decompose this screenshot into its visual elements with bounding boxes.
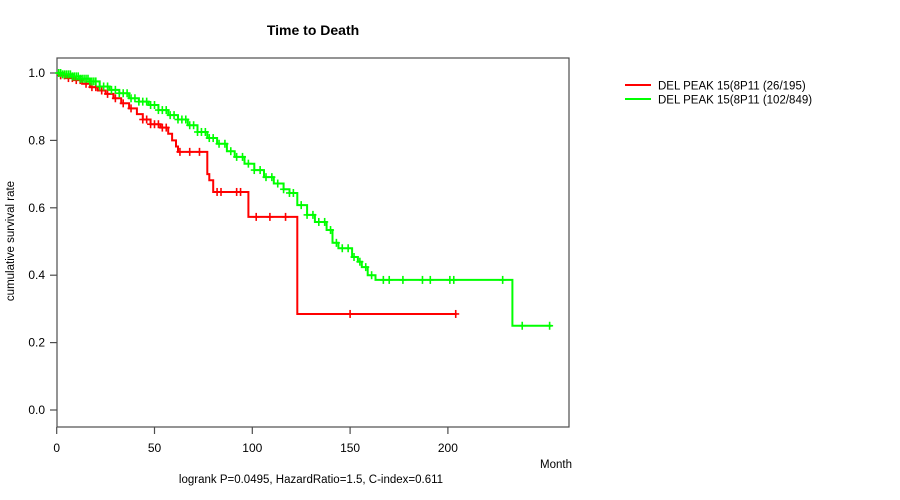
survival-curve-group-green: [55, 69, 554, 330]
y-tick-label: 0.4: [28, 268, 45, 282]
x-axis-label: Month: [540, 459, 572, 471]
km-step-line-group-red: [56, 72, 457, 315]
legend: DEL PEAK 15(8P11 (26/195) DEL PEAK 15(8P…: [625, 81, 812, 107]
stats-annotation: logrank P=0.0495, HazardRatio=1.5, C-ind…: [179, 474, 443, 486]
survival-curves: [55, 69, 554, 330]
y-tick-label: 0.0: [28, 403, 45, 417]
censor-ticks-group-red: [57, 71, 460, 318]
plot-border-box: [56, 57, 570, 428]
x-tick-label: 150: [340, 441, 360, 455]
x-tick-label: 0: [53, 441, 60, 455]
y-tick-label: 0.8: [28, 133, 45, 147]
x-axis-ticks: 0 50 100 150 200: [53, 427, 458, 455]
y-axis-label: cumulative survival rate: [5, 181, 17, 301]
x-tick-label: 100: [242, 441, 262, 455]
x-tick-label: 200: [438, 441, 458, 455]
y-tick-label: 0.6: [28, 201, 45, 215]
chart-title: Time to Death: [267, 22, 359, 38]
y-tick-label: 0.2: [28, 336, 45, 350]
y-axis-ticks: 0.0 0.2 0.4 0.6 0.8 1.0: [28, 66, 57, 417]
survival-curve-group-red: [56, 71, 460, 318]
censor-ticks-group-green: [55, 69, 554, 330]
x-tick-label: 50: [148, 441, 162, 455]
y-tick-label: 1.0: [28, 66, 45, 80]
legend-label-green: DEL PEAK 15(8P11 (102/849): [658, 95, 812, 107]
legend-label-red: DEL PEAK 15(8P11 (26/195): [658, 81, 806, 93]
